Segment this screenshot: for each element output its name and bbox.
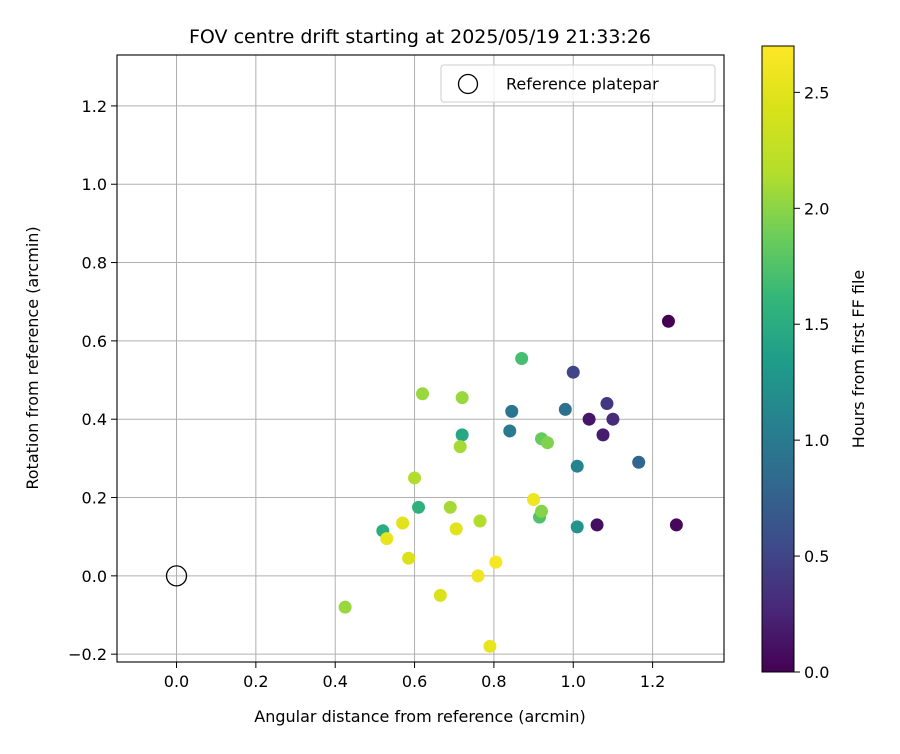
x-tick-label: 0.8 [481,672,506,691]
data-point [396,516,410,530]
data-point [669,518,683,532]
colorbar-label: Hours from first FF file [849,270,868,449]
data-point [558,402,572,416]
colorbar-tick-label: 0.5 [804,547,829,566]
data-point [515,352,529,365]
colorbar-tick-label: 2.0 [804,199,829,218]
data-point [606,412,620,426]
data-point [505,404,519,418]
y-tick-label: 1.2 [82,97,107,116]
data-points [338,314,683,653]
data-point [449,522,463,536]
y-axis-ticks: −0.2 0.0 0.2 0.4 0.6 0.8 1.0 1.2 [68,97,117,664]
data-point [433,588,447,602]
chart-title: FOV centre drift starting at 2025/05/19 … [189,26,651,48]
data-point [570,520,584,534]
data-point [489,555,503,569]
x-tick-label: 0.6 [402,672,427,691]
data-point [380,532,394,546]
data-point [527,492,541,506]
data-point [338,600,352,614]
x-tick-label: 0.0 [164,672,189,691]
colorbar [761,45,795,673]
x-tick-label: 1.2 [640,672,665,691]
legend: Reference platepar [440,64,716,103]
data-point [408,471,422,485]
y-tick-label: 0.8 [82,254,107,273]
data-point [455,428,469,442]
grid-lines [117,55,724,662]
y-tick-label: 0.0 [82,567,107,586]
legend-box [440,64,716,103]
data-point [540,436,554,450]
colorbar-tick-label: 1.5 [804,315,829,334]
data-point [535,504,549,518]
colorbar-ticks: 0.0 0.5 1.0 1.5 2.0 2.5 [794,83,829,682]
data-point [570,459,584,473]
y-tick-label: −0.2 [68,645,107,664]
legend-entry-reference: Reference platepar [506,75,659,94]
data-point [503,424,517,438]
data-point [455,391,469,405]
x-axis-label: Angular distance from reference (arcmin) [254,707,585,726]
y-tick-label: 1.0 [82,175,107,194]
data-point [661,314,675,328]
data-point [453,440,467,454]
data-point [473,514,487,528]
colorbar-tick-label: 2.5 [804,83,829,102]
reference-marker-group [165,565,188,587]
reference-platepar-marker [165,565,188,587]
y-axis-label: Rotation from reference (arcmin) [23,226,42,489]
legend-reference-marker [457,73,479,95]
x-tick-label: 1.0 [561,672,586,691]
data-point [566,365,580,379]
data-point [590,518,604,532]
data-point [402,551,416,565]
data-point [596,428,610,442]
data-point [471,569,485,583]
y-tick-label: 0.4 [82,410,107,429]
data-point [415,387,429,401]
data-point [483,639,497,653]
x-tick-label: 0.2 [243,672,268,691]
y-tick-label: 0.6 [82,332,107,351]
x-axis-ticks: 0.0 0.2 0.4 0.6 0.8 1.0 1.2 [164,662,665,691]
x-tick-label: 0.4 [322,672,347,691]
y-tick-label: 0.2 [82,489,107,508]
data-point [600,397,614,411]
data-point [443,500,457,514]
data-point [632,455,646,469]
plot-frame [116,54,725,663]
data-point [582,412,596,426]
data-point [412,500,426,514]
colorbar-tick-label: 0.0 [804,663,829,682]
colorbar-tick-label: 1.0 [804,431,829,450]
